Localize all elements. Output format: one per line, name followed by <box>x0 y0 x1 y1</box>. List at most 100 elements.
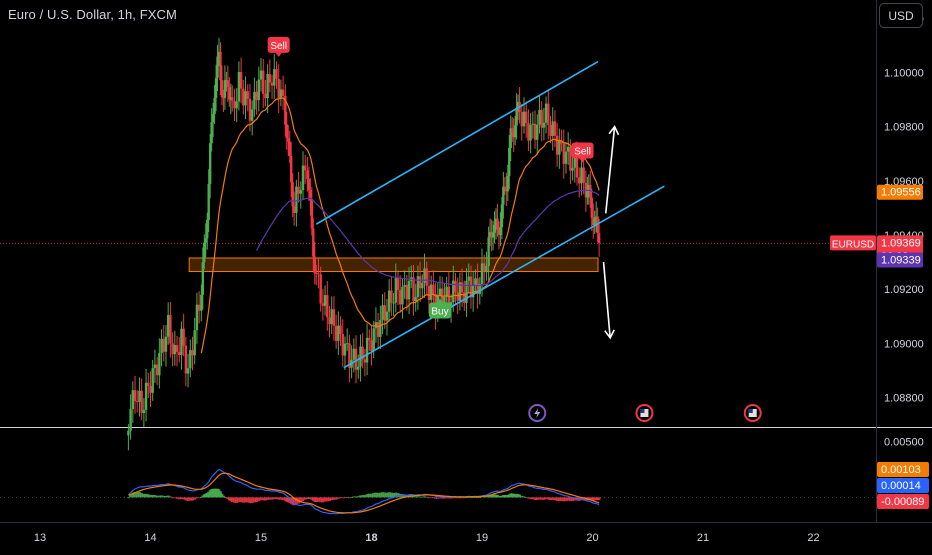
macd-histogram-bar <box>588 497 592 500</box>
macd-histogram-bar <box>306 497 309 500</box>
candle-body <box>287 138 290 142</box>
candle-body <box>231 97 234 101</box>
macd-label: -0.00089 <box>877 494 929 509</box>
macd-histogram-bar <box>275 497 278 500</box>
candle-body <box>225 80 228 82</box>
macd-histogram-bar <box>587 497 591 500</box>
candle-body <box>594 216 598 218</box>
candle-body <box>423 268 426 284</box>
candle-body <box>222 97 225 99</box>
macd-histogram-bar <box>359 495 362 498</box>
macd-histogram-bar <box>317 497 320 502</box>
macd-histogram-bar <box>133 491 137 498</box>
candle-body <box>491 232 495 238</box>
candle-body <box>217 51 221 57</box>
candle-body <box>341 334 344 356</box>
candle-body <box>401 286 404 305</box>
macd-label-bg <box>877 462 929 477</box>
candle-body <box>592 218 595 226</box>
macd-histogram-bar <box>219 491 222 498</box>
macd-histogram-bar <box>454 497 457 499</box>
macd-histogram-bar <box>157 495 161 498</box>
candle-body <box>553 121 557 136</box>
macd-histogram-bar <box>350 497 354 498</box>
macd-histogram-bar <box>307 497 311 499</box>
macd-histogram-bar <box>591 497 595 501</box>
candle-body <box>133 390 137 402</box>
macd-histogram-bar <box>166 495 170 498</box>
currency-button[interactable]: USD <box>879 3 923 28</box>
candle-body <box>569 146 572 171</box>
candle-body <box>244 91 247 106</box>
candle-body <box>200 294 203 311</box>
candle-body <box>337 325 340 341</box>
candle-body <box>239 71 243 89</box>
symbol-price-tag <box>830 235 876 251</box>
price-label: 1.09556 <box>877 184 923 200</box>
candle-body <box>142 409 146 413</box>
candle-body <box>242 88 245 106</box>
candle-body <box>153 364 157 369</box>
candle-body <box>182 328 185 346</box>
candle-body <box>178 351 181 356</box>
time-tick-label: 19 <box>476 532 488 544</box>
candle-body <box>447 286 451 308</box>
macd-histogram-bar <box>127 497 130 499</box>
candle-body <box>268 74 272 83</box>
candle-body <box>259 70 263 80</box>
candle-body <box>443 296 446 306</box>
candle-body <box>578 177 581 184</box>
macd-histogram-bar <box>499 496 502 498</box>
macd-histogram-bar <box>445 497 449 499</box>
macd-histogram-bar <box>261 497 265 501</box>
macd-histogram-bar <box>549 497 552 501</box>
macd-histogram-bar <box>222 495 225 498</box>
macd-histogram-bar <box>129 494 133 498</box>
macd-histogram-bar <box>376 492 380 498</box>
candle-body <box>166 315 170 337</box>
macd-histogram-bar <box>487 495 491 498</box>
macd-histogram-bar <box>264 497 267 501</box>
macd-histogram-bar <box>403 494 407 498</box>
signal-badge <box>429 302 452 319</box>
macd-histogram-bar <box>365 494 369 498</box>
candle-body <box>566 146 570 152</box>
macd-histogram-bar <box>138 491 141 498</box>
macd-histogram-bar <box>277 497 281 500</box>
macd-histogram-bar <box>259 497 263 501</box>
macd-histogram-bar <box>325 497 329 502</box>
candle-body <box>164 336 168 352</box>
candle-body <box>575 156 579 178</box>
candle-body <box>499 227 502 235</box>
symbol-title[interactable]: Euro / U.S. Dollar, 1h, FXCM <box>8 7 177 22</box>
candle-body <box>301 165 305 191</box>
signal-label: Sell <box>574 147 591 158</box>
candle-body <box>361 346 364 360</box>
candle-body <box>547 103 550 125</box>
candle-body <box>549 124 552 137</box>
candle-body <box>193 330 196 356</box>
macd-histogram-bar <box>270 497 274 500</box>
candle-body <box>273 69 276 86</box>
candle-body <box>264 93 267 99</box>
macd-histogram-bar <box>168 496 172 498</box>
candle-body <box>564 151 568 164</box>
candle-body <box>476 278 479 294</box>
candle-body <box>348 343 351 368</box>
candle-body <box>223 80 227 98</box>
macd-histogram-bar <box>512 493 516 498</box>
candle-body <box>505 186 508 192</box>
macd-histogram-bar <box>235 497 239 503</box>
macd-histogram-bar <box>493 494 496 498</box>
candle-body <box>216 56 219 78</box>
price-label-bg <box>877 252 923 268</box>
macd-histogram-bar <box>485 496 488 498</box>
candle-body <box>544 103 548 123</box>
time-tick-label: 20 <box>586 532 598 544</box>
macd-histogram-bar <box>310 497 314 500</box>
macd-histogram-bar <box>560 497 563 501</box>
macd-histogram-bar <box>177 497 181 500</box>
macd-histogram-bar <box>208 490 212 498</box>
macd-histogram-bar <box>436 497 440 499</box>
